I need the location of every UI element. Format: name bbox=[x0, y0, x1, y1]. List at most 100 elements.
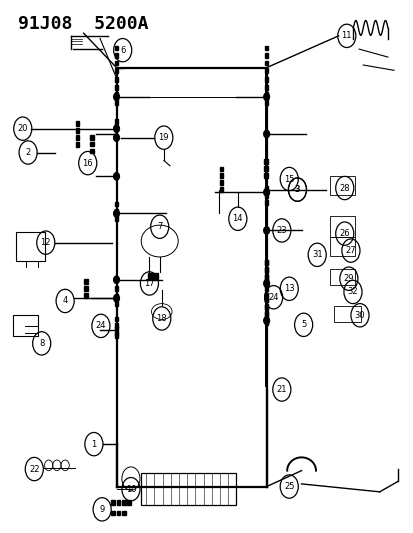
Bar bbox=[76, 135, 79, 140]
Bar bbox=[264, 92, 268, 97]
Bar bbox=[219, 180, 223, 185]
Circle shape bbox=[114, 276, 119, 284]
Text: 27: 27 bbox=[345, 246, 355, 255]
Bar bbox=[84, 279, 87, 284]
Text: 12: 12 bbox=[40, 238, 51, 247]
Bar bbox=[330, 176, 354, 195]
Bar bbox=[147, 273, 157, 279]
Bar bbox=[264, 268, 268, 272]
Circle shape bbox=[114, 134, 119, 141]
Text: 6: 6 bbox=[120, 46, 125, 55]
Bar bbox=[122, 500, 126, 505]
Bar bbox=[264, 185, 268, 190]
Bar bbox=[114, 209, 118, 214]
Circle shape bbox=[114, 210, 119, 217]
Bar bbox=[114, 92, 118, 97]
Text: 3: 3 bbox=[294, 185, 299, 194]
Text: 24: 24 bbox=[268, 293, 278, 302]
Bar bbox=[330, 237, 354, 256]
Circle shape bbox=[263, 280, 269, 287]
Text: 5: 5 bbox=[300, 320, 306, 329]
Text: 14: 14 bbox=[232, 214, 242, 223]
Bar bbox=[116, 511, 120, 515]
Bar bbox=[114, 294, 118, 298]
Bar bbox=[264, 281, 268, 286]
Bar bbox=[330, 216, 354, 237]
Circle shape bbox=[263, 189, 269, 196]
Text: 28: 28 bbox=[339, 183, 349, 192]
Bar bbox=[264, 304, 268, 309]
Circle shape bbox=[263, 130, 269, 138]
Bar bbox=[264, 77, 268, 82]
Bar bbox=[114, 53, 118, 58]
Bar bbox=[141, 473, 235, 505]
Bar bbox=[114, 61, 118, 65]
Bar bbox=[114, 333, 118, 338]
Bar bbox=[263, 159, 267, 164]
Bar bbox=[264, 305, 268, 310]
Text: 16: 16 bbox=[82, 159, 93, 167]
Bar bbox=[264, 100, 268, 104]
Circle shape bbox=[114, 295, 119, 302]
Bar bbox=[114, 324, 118, 328]
Bar bbox=[84, 293, 87, 298]
Bar bbox=[263, 173, 267, 177]
Bar bbox=[264, 200, 268, 205]
Text: 9: 9 bbox=[99, 505, 104, 514]
Bar bbox=[264, 311, 268, 316]
Text: 4: 4 bbox=[62, 296, 68, 305]
Bar bbox=[76, 142, 79, 147]
Bar bbox=[114, 301, 118, 306]
Bar bbox=[264, 293, 268, 298]
Text: 22: 22 bbox=[29, 465, 39, 473]
Text: 3: 3 bbox=[294, 185, 299, 194]
Bar bbox=[264, 312, 268, 317]
Text: 11: 11 bbox=[341, 31, 351, 41]
Bar bbox=[90, 149, 93, 154]
Bar bbox=[122, 511, 126, 515]
Text: 18: 18 bbox=[156, 314, 167, 323]
Text: 23: 23 bbox=[276, 226, 287, 235]
Text: 1: 1 bbox=[91, 440, 96, 449]
Bar bbox=[76, 122, 79, 126]
Bar bbox=[263, 166, 267, 171]
Text: 7: 7 bbox=[157, 222, 162, 231]
Bar bbox=[264, 274, 268, 279]
Text: 25: 25 bbox=[283, 482, 294, 491]
Bar bbox=[264, 267, 268, 272]
Bar bbox=[264, 261, 268, 265]
Text: 26: 26 bbox=[339, 229, 349, 238]
Bar bbox=[264, 297, 268, 302]
Bar bbox=[264, 261, 268, 265]
Bar bbox=[116, 500, 120, 505]
Bar bbox=[16, 232, 45, 261]
Circle shape bbox=[263, 227, 269, 234]
Bar bbox=[114, 77, 118, 82]
Bar bbox=[111, 511, 115, 515]
Bar bbox=[264, 286, 268, 291]
Text: 21: 21 bbox=[276, 385, 286, 394]
Bar bbox=[264, 53, 268, 58]
Text: 29: 29 bbox=[343, 274, 353, 283]
Bar bbox=[114, 119, 118, 124]
Bar bbox=[264, 46, 268, 51]
Bar bbox=[264, 282, 268, 287]
Bar bbox=[90, 142, 93, 147]
Bar bbox=[264, 297, 268, 302]
Bar bbox=[219, 173, 223, 178]
Bar bbox=[114, 68, 118, 72]
Text: 91J08  5200A: 91J08 5200A bbox=[18, 14, 148, 33]
Bar bbox=[330, 269, 354, 285]
Text: 31: 31 bbox=[311, 251, 322, 260]
Bar bbox=[114, 126, 118, 131]
Bar bbox=[84, 286, 87, 291]
Bar bbox=[114, 100, 118, 104]
Bar bbox=[264, 68, 268, 72]
Text: 10: 10 bbox=[126, 484, 136, 494]
Circle shape bbox=[114, 93, 119, 101]
Bar bbox=[114, 46, 118, 51]
Text: 15: 15 bbox=[283, 174, 294, 183]
Bar bbox=[219, 187, 223, 192]
Text: 2: 2 bbox=[26, 148, 31, 157]
Text: 8: 8 bbox=[39, 339, 44, 348]
